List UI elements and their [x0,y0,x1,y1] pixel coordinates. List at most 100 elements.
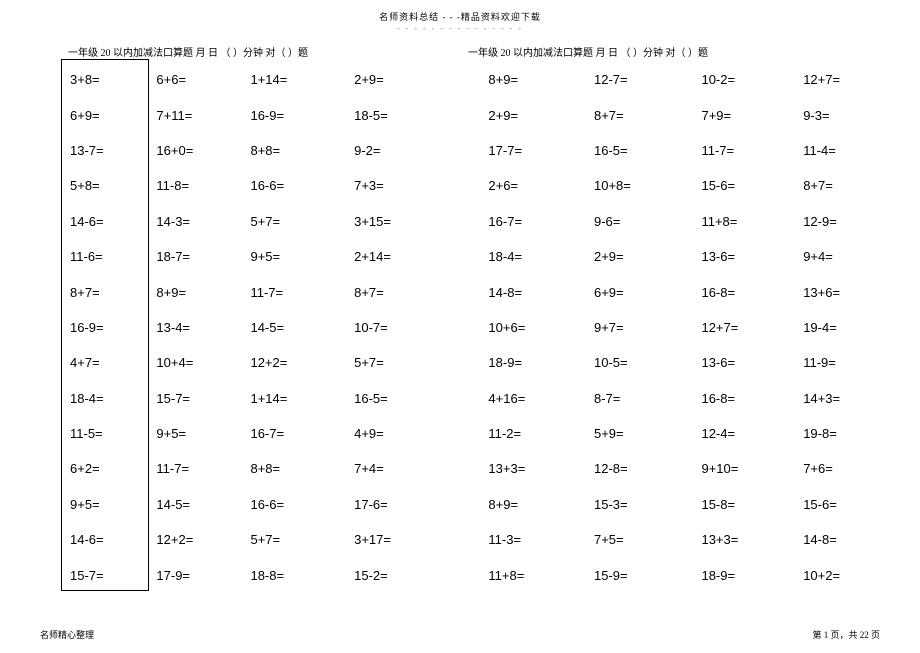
problem-cell: 14-3= [152,214,246,229]
footer-left: 名师精心整理 [40,628,94,641]
section-headers: 一年级 20 以内加减法口算题 月 日 （ ）分钟 对（ ）题 一年级 20 以… [68,44,868,59]
problem-cell: 13+3= [484,461,590,476]
section-header-left: 一年级 20 以内加减法口算题 月 日 （ ）分钟 对（ ）题 [68,44,468,59]
problem-cell: 8+7= [590,108,697,123]
problem-cell: 14-6= [66,214,152,229]
problem-cell: 8+7= [350,285,484,300]
problem-cell: 13-6= [697,355,799,370]
problem-cell: 14-6= [66,532,152,547]
problem-cell: 18-7= [152,249,246,264]
problem-cell: 10+4= [152,355,246,370]
problem-cell: 7+11= [152,108,246,123]
problem-cell: 3+8= [66,72,152,87]
problem-cell: 3+15= [350,214,484,229]
problem-cell: 6+6= [152,72,246,87]
problem-cell: 15-7= [152,391,246,406]
problem-cell: 16-5= [350,391,484,406]
problem-cell: 18-9= [484,355,590,370]
problem-row: 4+7=10+4=12+2=5+7=18-9=10-5=13-6=11-9= [66,345,876,380]
problem-cell: 1+14= [246,72,350,87]
section-header-right: 一年级 20 以内加减法口算题 月 日 （ ）分钟 对（ ）题 [468,44,868,59]
problem-cell: 7+6= [799,461,876,476]
problem-cell: 11-3= [484,532,590,547]
problem-cell: 4+7= [66,355,152,370]
problem-cell: 2+14= [350,249,484,264]
problem-cell: 6+9= [590,285,697,300]
problem-cell: 18-4= [484,249,590,264]
problem-cell: 11-6= [66,249,152,264]
problem-cell: 17-6= [350,497,484,512]
problem-cell: 7+4= [350,461,484,476]
problem-cell: 16-8= [697,285,799,300]
problem-cell: 16-8= [697,391,799,406]
problem-cell: 11-7= [697,143,799,158]
problem-cell: 2+9= [484,108,590,123]
problem-cell: 9-6= [590,214,697,229]
problem-cell: 12-9= [799,214,876,229]
problem-cell: 16-6= [246,497,350,512]
problem-cell: 11-2= [484,426,590,441]
problem-cell: 16-7= [246,426,350,441]
problem-row: 14-6=12+2=5+7=3+17=11-3=7+5=13+3=14-8= [66,522,876,557]
problem-cell: 6+9= [66,108,152,123]
problem-row: 11-6=18-7=9+5=2+14=18-4=2+9=13-6=9+4= [66,239,876,274]
problem-cell: 14-5= [152,497,246,512]
problem-cell: 10+8= [590,178,697,193]
problem-cell: 13-7= [66,143,152,158]
problem-row: 16-9=13-4=14-5=10-7=10+6=9+7=12+7=19-4= [66,310,876,345]
problem-cell: 18-8= [246,568,350,583]
problem-cell: 2+9= [350,72,484,87]
problem-cell: 10-7= [350,320,484,335]
problem-cell: 12+7= [799,72,876,87]
problem-cell: 12-8= [590,461,697,476]
problem-cell: 1+14= [246,391,350,406]
problem-cell: 15-9= [590,568,697,583]
problem-row: 13-7=16+0=8+8=9-2=17-7=16-5=11-7=11-4= [66,133,876,168]
problem-cell: 11+8= [697,214,799,229]
problem-cell: 18-9= [697,568,799,583]
problem-cell: 16-9= [66,320,152,335]
problem-cell: 11-9= [799,355,876,370]
problem-cell: 14-5= [246,320,350,335]
problem-cell: 9+10= [697,461,799,476]
problem-cell: 10+6= [484,320,590,335]
problem-row: 5+8=11-8=16-6=7+3=2+6=10+8=15-6=8+7= [66,168,876,203]
problem-cell: 12+7= [697,320,799,335]
problem-cell: 19-8= [799,426,876,441]
problem-cell: 4+16= [484,391,590,406]
problem-cell: 15-6= [697,178,799,193]
problem-cell: 9+5= [246,249,350,264]
problem-cell: 8+9= [152,285,246,300]
problem-cell: 13-6= [697,249,799,264]
problem-cell: 11+8= [484,568,590,583]
header-line1: 名师资料总结 - - -精品资料欢迎下载 [0,10,920,23]
problem-cell: 15-8= [697,497,799,512]
problem-cell: 18-4= [66,391,152,406]
problem-cell: 15-2= [350,568,484,583]
problem-cell: 8-7= [590,391,697,406]
problem-row: 9+5=14-5=16-6=17-6=8+9=15-3=15-8=15-6= [66,487,876,522]
problem-cell: 9-2= [350,143,484,158]
problem-cell: 7+5= [590,532,697,547]
problem-row: 8+7=8+9=11-7=8+7=14-8=6+9=16-8=13+6= [66,274,876,309]
problem-cell: 14-8= [484,285,590,300]
problem-cell: 17-9= [152,568,246,583]
problem-cell: 8+8= [246,461,350,476]
problem-row: 3+8=6+6=1+14=2+9=8+9=12-7=10-2=12+7= [66,62,876,97]
problem-cell: 7+3= [350,178,484,193]
problem-cell: 12-7= [590,72,697,87]
problem-cell: 5+7= [246,532,350,547]
problem-cell: 12+2= [246,355,350,370]
problem-cell: 16-5= [590,143,697,158]
problem-cell: 12-4= [697,426,799,441]
top-header: 名师资料总结 - - -精品资料欢迎下载 - - - - - - - - - -… [0,10,920,33]
problem-cell: 2+6= [484,178,590,193]
problem-cell: 10-2= [697,72,799,87]
problem-cell: 9-3= [799,108,876,123]
problem-cell: 8+9= [484,497,590,512]
problem-cell: 14-8= [799,532,876,547]
problem-cell: 6+2= [66,461,152,476]
problem-cell: 3+17= [350,532,484,547]
problem-row: 6+2=11-7=8+8=7+4=13+3=12-8=9+10=7+6= [66,451,876,486]
problem-cell: 17-7= [484,143,590,158]
